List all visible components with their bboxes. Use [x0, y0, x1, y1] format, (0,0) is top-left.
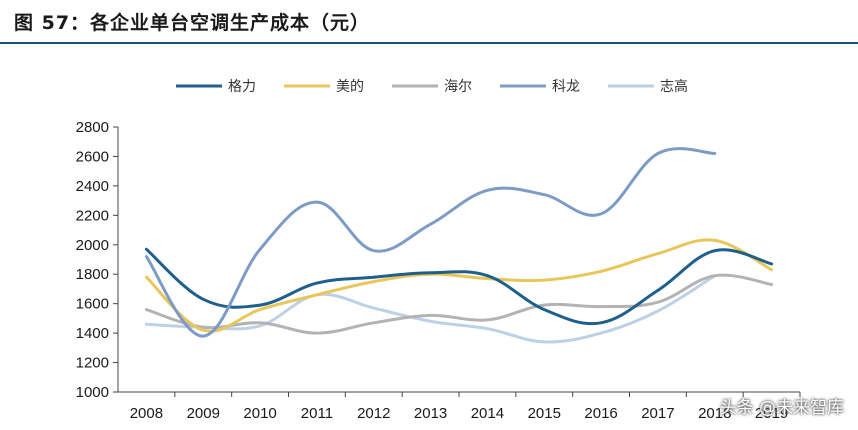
y-tick-label: 2800 — [76, 119, 109, 136]
series-line-4 — [144, 147, 717, 338]
x-tick-label: 2009 — [187, 405, 220, 422]
x-tick-label: 2016 — [584, 405, 617, 422]
x-tick-label: 2018 — [698, 405, 731, 422]
x-tick-label: 2010 — [243, 405, 276, 422]
y-tick-label: 1000 — [76, 384, 109, 401]
legend-label: 美的 — [336, 79, 364, 95]
y-tick-label: 2200 — [76, 207, 109, 224]
series-layer — [144, 147, 774, 344]
x-tick-label: 2011 — [301, 405, 333, 422]
x-tick-label: 2015 — [528, 405, 561, 422]
watermark: 头条 @未来智库 — [719, 398, 844, 418]
title-divider — [0, 42, 858, 44]
series-line-2 — [144, 238, 774, 333]
y-tick-label: 1400 — [76, 325, 109, 342]
x-tick-label: 2008 — [130, 405, 163, 422]
x-tick-label: 2013 — [414, 405, 447, 422]
legend-label: 志高 — [660, 78, 688, 95]
y-tick-label: 2600 — [76, 148, 109, 165]
axes: 1000 1200 1400 1600 1800 2000 2200 2400 2600 2800… — [76, 119, 801, 422]
legend-label: 海尔 — [444, 79, 472, 95]
x-tick-label: 2014 — [471, 405, 504, 422]
series-line-5 — [144, 274, 717, 344]
y-tick-label: 1800 — [76, 266, 109, 283]
chart-title: 图 57：各企业单台空调生产成本（元） — [14, 12, 371, 34]
legend: 格力 美的 海尔 科龙 志高 — [176, 78, 688, 95]
y-tick-label: 2400 — [76, 178, 109, 195]
x-tick-label: 2019 — [755, 405, 788, 422]
y-tick-label: 1600 — [76, 296, 109, 313]
series-line-3 — [144, 273, 774, 335]
x-tick-label: 2017 — [641, 405, 674, 422]
x-tick-label: 2012 — [357, 405, 390, 422]
y-tick-label: 1200 — [76, 355, 109, 372]
legend-label: 科龙 — [552, 79, 580, 95]
legend-label: 格力 — [228, 79, 256, 95]
series-line-1 — [144, 247, 774, 326]
y-tick-label: 2000 — [76, 237, 109, 254]
